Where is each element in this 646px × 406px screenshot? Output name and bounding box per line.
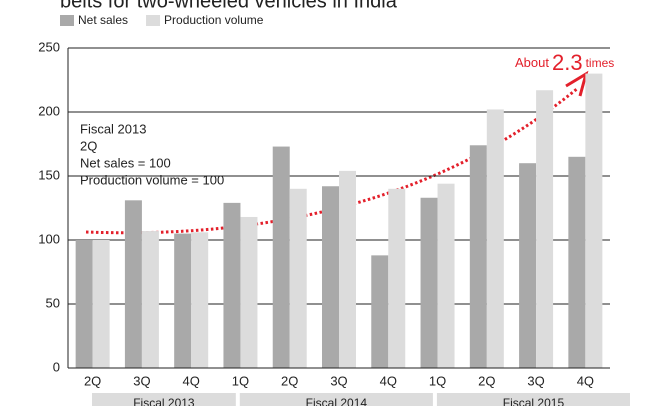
bar <box>124 200 142 368</box>
x-tick-label: 3Q <box>330 373 347 388</box>
x-tick-label: 2Q <box>84 373 101 388</box>
base-note: Fiscal 2013 <box>80 121 146 136</box>
bar <box>223 202 241 368</box>
y-tick-label: 50 <box>46 295 60 310</box>
x-tick-label: 4Q <box>380 373 397 388</box>
x-tick-label: 4Q <box>183 373 200 388</box>
group-label: Fiscal 2014 <box>306 396 368 406</box>
bar <box>289 188 307 368</box>
group-label: Fiscal 2015 <box>503 396 565 406</box>
legend-label: Production volume <box>164 13 264 27</box>
legend-swatch <box>146 15 161 26</box>
legend-label: Net sales <box>78 13 128 27</box>
x-tick-label: 2Q <box>478 373 495 388</box>
group-band <box>436 393 630 406</box>
y-tick-label: 250 <box>38 39 60 54</box>
bar <box>75 240 93 368</box>
bar <box>272 146 290 368</box>
x-tick-label: 4Q <box>577 373 594 388</box>
growth-note: About 2.3 times <box>515 50 614 75</box>
y-tick-label: 150 <box>38 167 60 182</box>
bar <box>536 90 554 369</box>
bar <box>240 216 258 368</box>
growth-suffix: times <box>586 56 615 70</box>
x-tick-label: 1Q <box>232 373 249 388</box>
bar <box>486 109 504 368</box>
base-note: 2Q <box>80 138 97 153</box>
growth-prefix: About <box>515 55 549 70</box>
chart-title: belts for two-wheeled vehicles in India <box>60 0 398 12</box>
base-note: Net sales = 100 <box>80 155 171 170</box>
legend-swatch <box>60 15 74 26</box>
y-tick-label: 0 <box>53 359 60 374</box>
bar <box>420 197 438 368</box>
bar <box>585 73 603 368</box>
trend-arrowhead <box>565 70 589 97</box>
bar <box>322 186 339 368</box>
y-tick-label: 200 <box>38 103 60 118</box>
y-tick-label: 100 <box>38 231 60 246</box>
bar <box>469 145 487 368</box>
group-band <box>92 393 236 406</box>
bar <box>388 188 406 368</box>
x-tick-label: 3Q <box>527 373 544 388</box>
bar <box>141 231 159 368</box>
bar <box>92 240 110 368</box>
bar <box>519 163 537 368</box>
bar <box>191 232 209 368</box>
bar <box>174 233 192 368</box>
x-tick-label: 3Q <box>133 373 150 388</box>
bar <box>437 183 455 368</box>
growth-value: 2.3 <box>552 50 583 75</box>
x-tick-label: 2Q <box>281 373 298 388</box>
trend-curve <box>85 86 579 235</box>
base-note: Production volume = 100 <box>80 172 224 187</box>
bar <box>568 156 586 368</box>
group-label: Fiscal 2013 <box>133 396 195 406</box>
x-tick-label: 1Q <box>429 373 446 388</box>
bar <box>339 170 356 368</box>
bar <box>371 255 389 368</box>
group-band <box>239 393 433 406</box>
